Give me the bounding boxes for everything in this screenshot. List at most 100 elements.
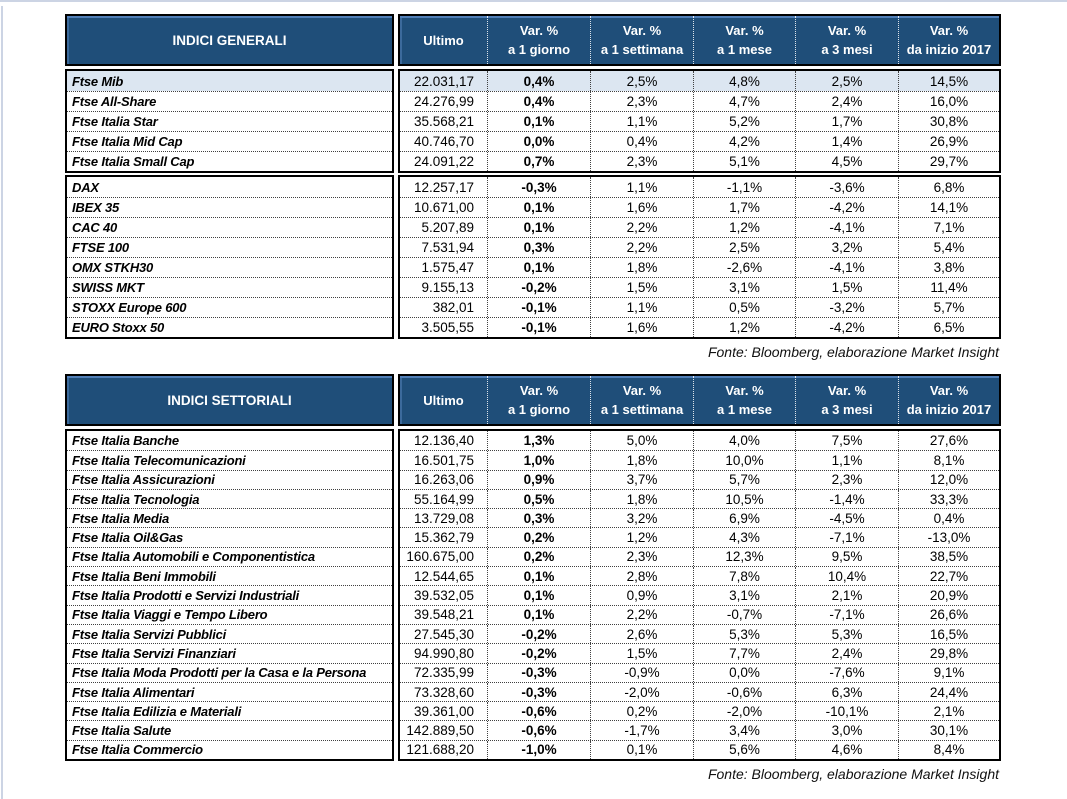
index-name: FTSE 100 [67, 237, 392, 257]
ultimo-value: 40.746,70 [413, 134, 474, 149]
ultimo-value: 22.031,17 [413, 73, 474, 89]
index-name: OMX STKH30 [67, 257, 392, 277]
var-percent-value: -4,1% [795, 218, 898, 237]
var-percent-value: 16,5% [898, 624, 999, 644]
var-percent-value: 0,1% [487, 567, 590, 586]
var-percent-value: 5,7% [898, 298, 999, 317]
var-percent-value: -0,1% [487, 298, 590, 317]
table-row: 94.990,80 -0,2% 1,5% 7,7% 2,4% 29,8% [400, 643, 999, 663]
var-percent-value: 20,9% [898, 586, 999, 605]
var-percent-value: 4,6% [795, 740, 898, 760]
column-header-line2: a 1 mese [717, 402, 772, 417]
ultimo-value: 16.501,75 [413, 452, 474, 468]
column-header-var-3-mesi: Var. % a 3 mesi [795, 16, 898, 64]
var-percent-value: 0,4% [898, 509, 999, 528]
var-percent-value: 1,8% [590, 489, 693, 509]
column-header-ultimo: Ultimo [400, 16, 487, 64]
var-percent-value: 7,1% [898, 218, 999, 237]
var-percent-value: -0,2% [487, 278, 590, 297]
values-column-grid: 12.136,40 1,3% 5,0% 4,0% 7,5% 27,6% 16.501,75 1… [398, 429, 1001, 762]
column-header-line1: Var. % [929, 23, 969, 38]
table-row: 39.361,00 -0,6% 0,2% -2,0% -10,1% 2,1% [400, 701, 999, 721]
var-percent-value: -0,6% [487, 702, 590, 721]
var-percent-value: 2,3% [590, 547, 693, 567]
var-percent-value: -13,0% [898, 528, 999, 547]
var-percent-value: -1,7% [590, 721, 693, 740]
index-name: Ftse Mib [67, 71, 392, 91]
index-name: Ftse Italia Prodotti e Servizi Industria… [67, 585, 392, 604]
var-percent-value: -10,1% [795, 702, 898, 721]
var-percent-value: 30,8% [898, 112, 999, 131]
var-percent-value: 1,1% [795, 451, 898, 470]
ultimo-value: 39.361,00 [413, 703, 474, 719]
ultimo-value: 160.675,00 [406, 549, 474, 565]
table-row: 40.746,70 0,0% 0,4% 4,2% 1,4% 26,9% [400, 131, 999, 151]
index-name: Ftse Italia Telecomunicazioni [67, 450, 392, 469]
var-percent-value: 8,4% [898, 740, 999, 760]
var-percent-value: 26,9% [898, 132, 999, 151]
var-percent-value: 0,5% [487, 489, 590, 509]
var-percent-value: 0,0% [487, 132, 590, 151]
var-percent-value: 3,0% [795, 721, 898, 740]
ultimo-value: 72.335,99 [413, 665, 474, 681]
var-percent-value: 9,1% [898, 663, 999, 682]
var-percent-value: 1,3% [487, 431, 590, 451]
var-percent-value: 0,9% [487, 470, 590, 489]
var-percent-value: -0,6% [693, 682, 795, 702]
var-percent-value: 2,1% [898, 702, 999, 721]
table-title: INDICI SETTORIALI [65, 374, 394, 426]
var-percent-value: 4,0% [693, 431, 795, 451]
var-percent-value: 11,4% [898, 278, 999, 297]
var-percent-value: 1,1% [590, 298, 693, 317]
index-name-column: Ftse Mib Ftse All-Share Ftse Italia Star Ft… [65, 69, 394, 173]
var-percent-value: -0,7% [693, 605, 795, 624]
values-column-grid: 22.031,17 0,4% 2,5% 4,8% 2,5% 14,5% 24.276,99 0… [398, 69, 1001, 173]
column-header-line1: Var. % [725, 383, 764, 398]
index-name: STOXX Europe 600 [67, 297, 392, 317]
ultimo-value: 39.532,05 [413, 588, 474, 604]
table-row: 382,01 -0,1% 1,1% 0,5% -3,2% 5,7% [400, 297, 999, 317]
column-header-var-inizio-2017: Var. % da inizio 2017 [898, 376, 999, 424]
var-percent-value: 0,9% [590, 586, 693, 605]
table-row: 9.155,13 -0,2% 1,5% 3,1% 1,5% 11,4% [400, 277, 999, 297]
column-header-label: Ultimo [423, 392, 464, 408]
var-percent-value: 2,4% [795, 92, 898, 111]
ultimo-value: 35.568,21 [413, 114, 474, 129]
var-percent-value: 0,2% [590, 702, 693, 721]
var-percent-value: -7,1% [795, 605, 898, 624]
index-name: Ftse Italia Beni Immobili [67, 566, 392, 585]
var-percent-value: 0,4% [487, 92, 590, 111]
var-percent-value: 0,1% [487, 218, 590, 237]
var-percent-value: 0,1% [487, 605, 590, 624]
var-percent-value: 5,3% [795, 624, 898, 644]
source-note: Fonte: Bloomberg, elaborazione Market In… [707, 344, 999, 360]
table-row: 35.568,21 0,1% 1,1% 5,2% 1,7% 30,8% [400, 111, 999, 131]
ultimo-value: 7.531,94 [421, 240, 474, 255]
index-name: Ftse Italia Assicurazioni [67, 469, 392, 489]
var-percent-value: -0,9% [590, 663, 693, 682]
indici-settoriali-table: INDICI SETTORIALI Ultimo Var. % a 1 giorn… [65, 374, 1001, 782]
index-name: DAX [72, 179, 99, 195]
var-percent-value: 1,0% [487, 451, 590, 470]
var-percent-value: -2,6% [693, 258, 795, 277]
ultimo-value: 39.548,21 [413, 607, 474, 623]
var-percent-value: 0,0% [693, 663, 795, 682]
index-name: Ftse Italia Alimentari [67, 681, 392, 701]
var-percent-value: 1,6% [590, 198, 693, 217]
var-percent-value: 0,2% [487, 547, 590, 567]
index-name: Ftse Italia Tecnologia [67, 488, 392, 508]
column-header-line1: Var. % [622, 23, 662, 38]
var-percent-value: 14,1% [898, 198, 999, 217]
ultimo-value: 24.276,99 [413, 94, 474, 109]
index-name-column: Ftse Italia Banche Ftse Italia Telecomuni… [65, 429, 394, 762]
column-header-line2: a 1 giorno [507, 402, 571, 417]
var-percent-value: 4,3% [693, 528, 795, 547]
var-percent-value: 38,5% [898, 547, 999, 567]
var-percent-value: 30,1% [898, 721, 999, 740]
var-percent-value: -4,5% [795, 509, 898, 528]
index-name: Ftse Italia Moda Prodotti per la Casa e … [67, 662, 392, 682]
var-percent-value: 2,2% [590, 218, 693, 237]
var-percent-value: 0,4% [487, 71, 590, 91]
var-percent-value: 0,1% [487, 198, 590, 217]
table-row: 13.729,08 0,3% 3,2% 6,9% -4,5% 0,4% [400, 508, 999, 528]
